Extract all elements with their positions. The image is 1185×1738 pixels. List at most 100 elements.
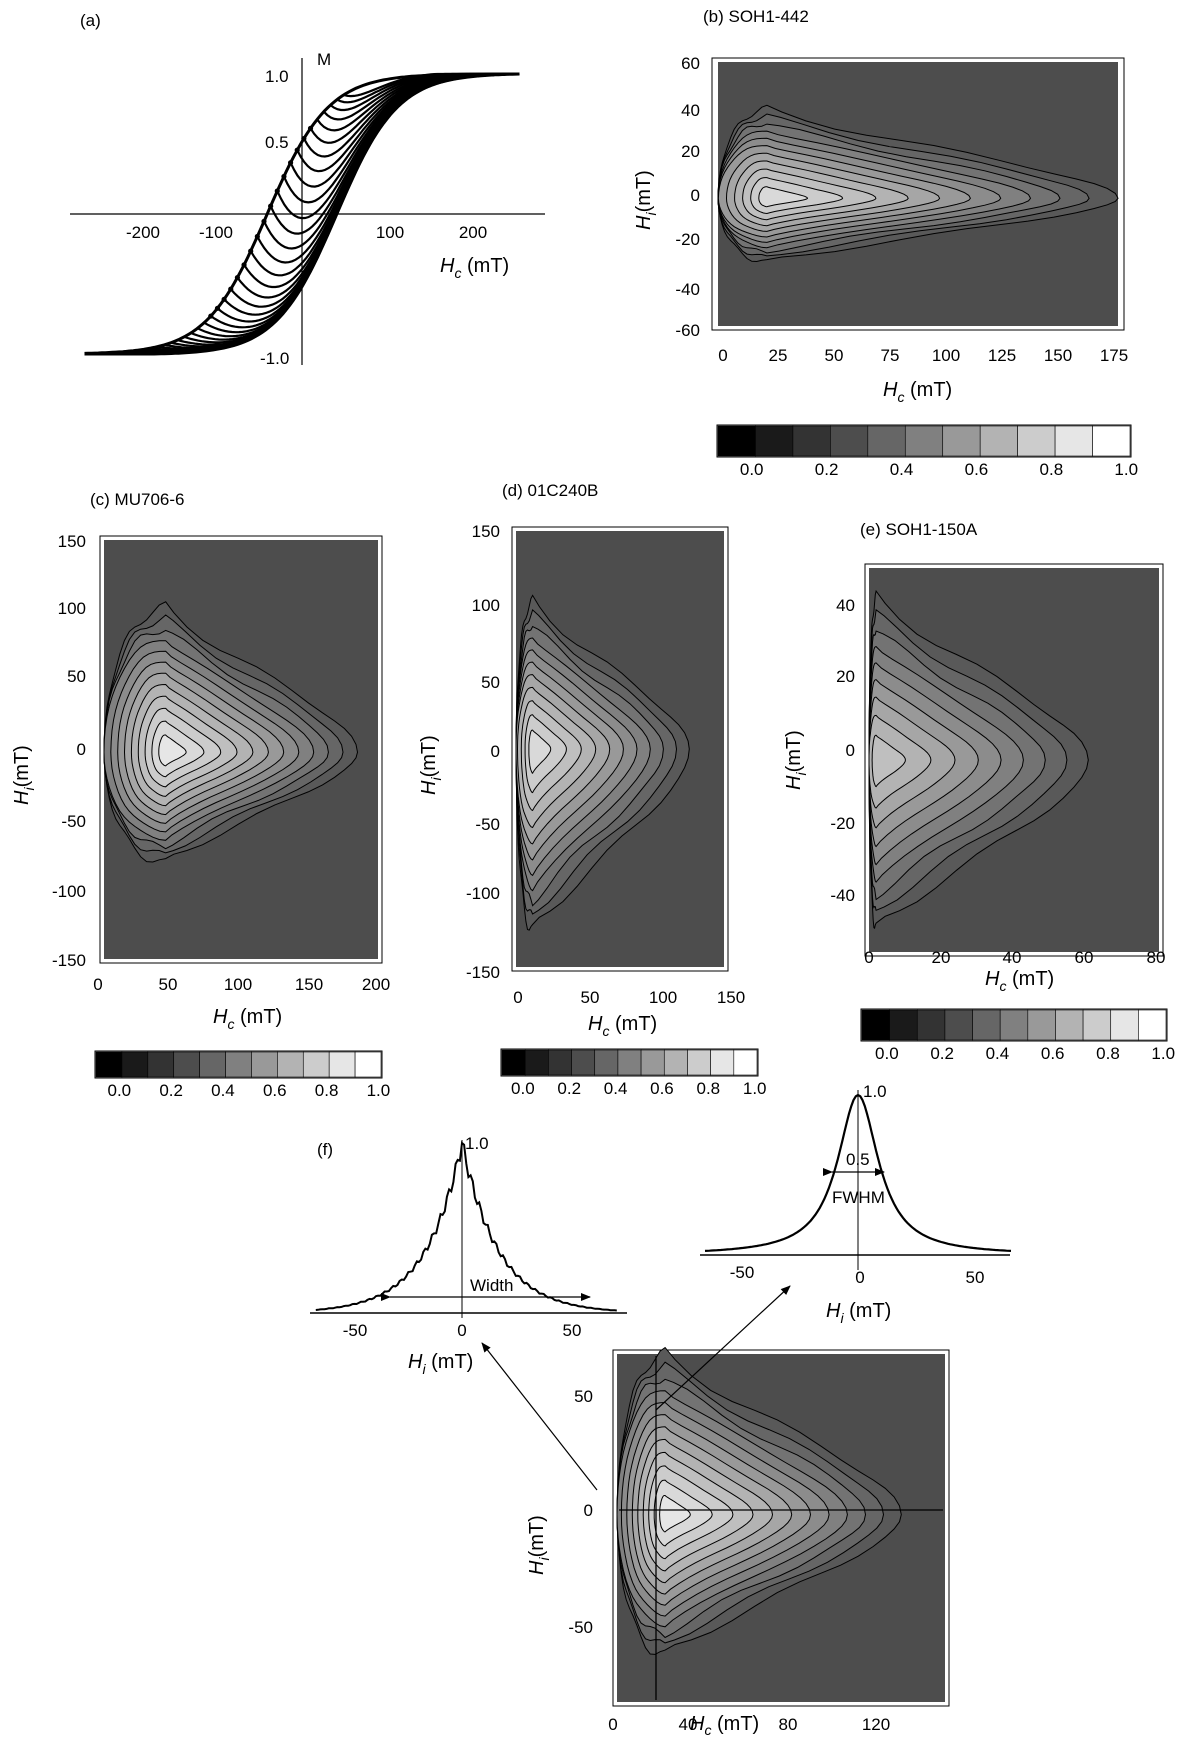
colorbar-swatch [717,425,756,457]
panel-e-colorbar: 0.0 0.2 0.4 0.6 0.8 1.0 [860,1008,1175,1063]
panel-a-x-ticks: -200 -100 100 200 [126,223,487,242]
panel-c-y-tick: 50 [67,667,86,686]
reversal-point [234,274,240,281]
panel-e-y-tick: 0 [846,741,855,760]
panel-d-y-tick: 0 [491,742,500,761]
panel-e-x-tick: 40 [1003,948,1022,967]
panel-c-y-label: Hi(mT) [11,745,37,805]
panel-f-x-tick: 40 [679,1715,698,1734]
panel-b-x-tick: 175 [1100,346,1128,365]
panel-d-y-tick: 100 [472,596,500,615]
panel-f-label: (f) [317,1140,333,1159]
panel-c-title: (c) MU706-6 [90,490,184,509]
colorbar-swatch [1027,1009,1056,1041]
panel-b-y-label: Hi(mT) [633,170,659,230]
panel-a-x-tick: -200 [126,223,160,242]
panel-e-x-label: Hc (mT) [985,968,1054,994]
colorbar-swatch [147,1051,175,1078]
panel-b: (b) SOH1-442 60 40 20 0 -20 -40 -60 0 25… [633,7,1138,479]
left-profile-peak-label: 1.0 [465,1134,489,1153]
panel-b-contours [717,104,1119,263]
panel-f-x-tick: 0 [608,1715,617,1734]
panel-d-y-tick: -100 [466,884,500,903]
panel-d: (d) 01C240B 150 100 50 0 -50 -100 -150 0… [418,481,767,1098]
panel-d-y-tick: -150 [466,963,500,982]
fwhm-half-label: 0.5 [846,1150,870,1169]
left-profile-x-tick: 0 [457,1321,466,1340]
panel-c-y-tick: -50 [61,812,86,831]
panel-d-title: (d) 01C240B [502,481,598,500]
panel-d-x-ticks: 0 50 100 150 [513,988,745,1007]
colorbar-tick: 1.0 [1151,1044,1175,1063]
panel-c-y-tick: 0 [77,740,86,759]
reversal-point [268,203,274,209]
panel-e-x-tick: 80 [1147,948,1166,967]
colorbar-swatch [225,1051,252,1078]
colorbar-tick: 0.4 [986,1044,1010,1063]
panel-b-y-tick: 40 [681,101,700,120]
panel-e-y-tick: 20 [836,667,855,686]
panel-c-contours [103,601,359,863]
panel-c-x-tick: 0 [93,975,102,994]
colorbar-tick: 0.8 [1096,1044,1120,1063]
panel-d-x-tick: 50 [581,988,600,1007]
panel-e-y-ticks: 40 20 0 -20 -40 [830,596,855,905]
reversal-point [274,188,280,194]
colorbar-tick: 0.8 [696,1079,720,1098]
colorbar-swatch [1092,425,1131,457]
panel-b-x-label: Hc (mT) [883,379,952,405]
right-profile-curve [704,1093,1012,1252]
colorbar-tick: 0.2 [557,1079,581,1098]
colorbar-swatch [830,425,869,457]
colorbar-swatch [861,1009,890,1041]
right-profile-x-tick: -50 [730,1263,755,1282]
panel-b-y-tick: 0 [691,186,700,205]
colorbar-swatch [501,1049,526,1076]
panel-d-y-ticks: 150 100 50 0 -50 -100 -150 [466,522,500,982]
panel-f-y-tick: -50 [568,1618,593,1637]
panel-d-x-tick: 150 [717,988,745,1007]
right-profile-x-label: Hi (mT) [826,1300,891,1326]
colorbar-swatch [251,1051,278,1078]
reversal-point [307,125,314,131]
colorbar-swatch [916,1009,946,1041]
colorbar-swatch [95,1051,123,1078]
panel-e-y-tick: 40 [836,596,855,615]
panel-c: (c) MU706-6 150 100 50 0 -50 -100 -150 0… [11,490,390,1100]
right-profile-x-tick: 0 [855,1268,864,1287]
panel-f-contours [616,1346,902,1655]
colorbar-swatch [640,1049,665,1076]
panel-a-x-tick: 100 [376,223,404,242]
colorbar-swatch [942,425,981,457]
panel-b-x-tick: 125 [988,346,1016,365]
panel-b-x-tick: 0 [718,346,727,365]
panel-e: (e) SOH1-150A 40 20 0 -20 -40 0 20 40 60… [783,520,1175,1063]
panel-b-y-tick: 20 [681,142,700,161]
panel-c-colorbar: 0.0 0.2 0.4 0.6 0.8 1.0 [94,1050,390,1100]
colorbar-swatch [755,425,794,457]
panel-e-x-tick: 20 [932,948,951,967]
panel-c-y-tick: 150 [58,532,86,551]
colorbar-swatch [548,1049,572,1076]
colorbar-swatch [944,1009,973,1041]
colorbar-swatch [199,1051,226,1078]
left-profile-curve [315,1141,617,1312]
panel-c-x-tick: 50 [159,975,178,994]
reversal-point [228,286,234,292]
colorbar-tick: 0.6 [1041,1044,1065,1063]
width-annotation: Width [470,1276,513,1295]
colorbar-swatch [979,425,1018,457]
panel-e-y-tick: -20 [830,814,855,833]
colorbar-swatch [302,1051,330,1078]
panel-f-y-tick: 50 [574,1387,593,1406]
panel-b-x-tick: 25 [769,346,788,365]
colorbar-swatch [1138,1009,1167,1041]
reversal-curve [309,72,520,144]
colorbar-swatch [999,1009,1029,1041]
contour-level [528,729,552,774]
panel-c-x-tick: 100 [224,975,252,994]
contour-level [158,734,187,767]
reversal-curve [302,72,520,158]
reversal-point [221,296,227,302]
panel-d-y-tick: -50 [475,815,500,834]
